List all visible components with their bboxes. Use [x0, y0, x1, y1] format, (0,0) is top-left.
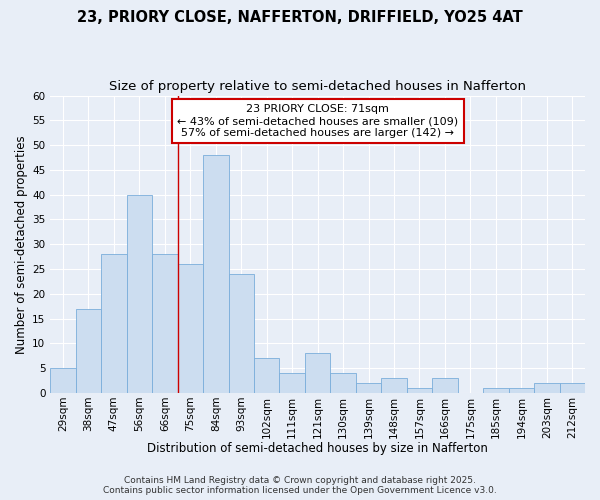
Bar	[331, 373, 356, 393]
Bar	[407, 388, 432, 393]
Text: 23, PRIORY CLOSE, NAFFERTON, DRIFFIELD, YO25 4AT: 23, PRIORY CLOSE, NAFFERTON, DRIFFIELD, …	[77, 10, 523, 25]
X-axis label: Distribution of semi-detached houses by size in Nafferton: Distribution of semi-detached houses by …	[147, 442, 488, 455]
Bar	[305, 354, 331, 393]
Text: 23 PRIORY CLOSE: 71sqm
← 43% of semi-detached houses are smaller (109)
57% of se: 23 PRIORY CLOSE: 71sqm ← 43% of semi-det…	[177, 104, 458, 138]
Bar	[381, 378, 407, 393]
Bar	[432, 378, 458, 393]
Bar	[127, 194, 152, 393]
Bar	[229, 274, 254, 393]
Bar	[509, 388, 534, 393]
Bar	[560, 383, 585, 393]
Bar	[50, 368, 76, 393]
Bar	[203, 155, 229, 393]
Bar	[76, 308, 101, 393]
Bar	[280, 373, 305, 393]
Y-axis label: Number of semi-detached properties: Number of semi-detached properties	[15, 135, 28, 354]
Bar	[356, 383, 381, 393]
Bar	[254, 358, 280, 393]
Text: Contains HM Land Registry data © Crown copyright and database right 2025.
Contai: Contains HM Land Registry data © Crown c…	[103, 476, 497, 495]
Bar	[101, 254, 127, 393]
Title: Size of property relative to semi-detached houses in Nafferton: Size of property relative to semi-detach…	[109, 80, 526, 93]
Bar	[534, 383, 560, 393]
Bar	[483, 388, 509, 393]
Bar	[178, 264, 203, 393]
Bar	[152, 254, 178, 393]
